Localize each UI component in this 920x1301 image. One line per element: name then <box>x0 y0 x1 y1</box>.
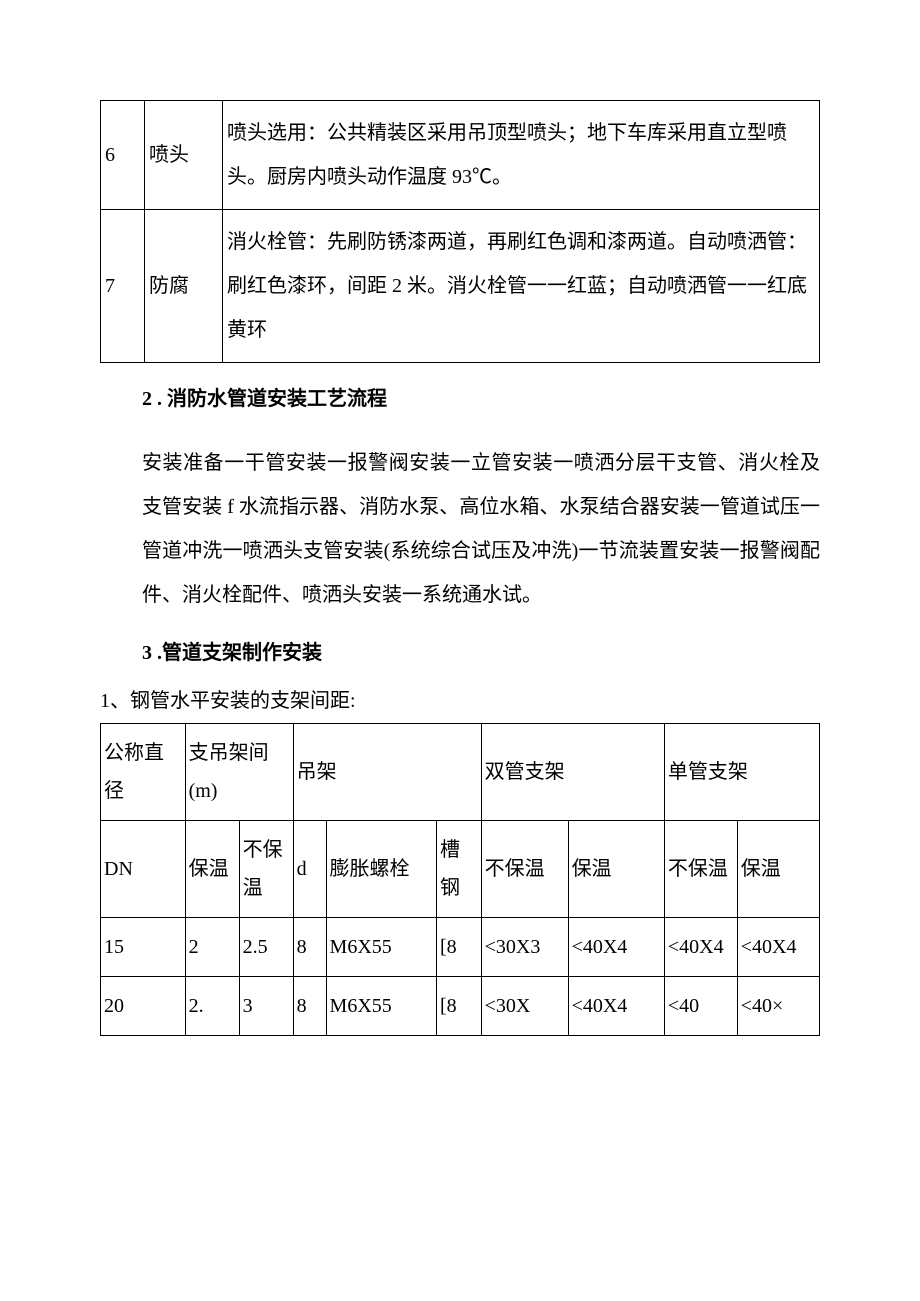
cell: M6X55 <box>326 918 436 977</box>
cell: 8 <box>293 918 326 977</box>
cell-num: 6 <box>101 101 145 210</box>
header-cell: 保温 <box>737 821 819 918</box>
cell: 8 <box>293 977 326 1036</box>
table-row: 15 2 2.5 8 M6X55 [8 <30X3 <40X4 <40X4 <4… <box>101 918 820 977</box>
table-header-row: 公称直径 支吊架间(m) 吊架 双管支架 单管支架 <box>101 724 820 821</box>
header-cell: 不保温 <box>481 821 568 918</box>
cell: <30X <box>481 977 568 1036</box>
document-page: 6 喷头 喷头选用：公共精装区采用吊顶型喷头；地下车库采用直立型喷头。厨房内喷头… <box>0 0 920 1076</box>
cell: <40X4 <box>568 918 664 977</box>
cell: 20 <box>101 977 186 1036</box>
heading-text: 2 . 消防水管道安装工艺流程 <box>142 388 387 410</box>
cell: 2 <box>185 918 239 977</box>
cell-num: 7 <box>101 210 145 363</box>
cell-desc: 消火栓管：先刷防锈漆两道，再刷红色调和漆两道。自动喷洒管：刷红色漆环，间距 2 … <box>223 210 820 363</box>
table-row: 20 2. 3 8 M6X55 [8 <30X <40X4 <40 <40× <box>101 977 820 1036</box>
cell: [8 <box>436 918 481 977</box>
header-cell: 支吊架间(m) <box>185 724 293 821</box>
header-cell: 保温 <box>185 821 239 918</box>
cell: <40 <box>664 977 737 1036</box>
section-3-heading: 3 .管道支架制作安装 <box>100 631 820 675</box>
header-cell: 不保温 <box>239 821 293 918</box>
table-row: 7 防腐 消火栓管：先刷防锈漆两道，再刷红色调和漆两道。自动喷洒管：刷红色漆环，… <box>101 210 820 363</box>
cell-name: 喷头 <box>145 101 223 210</box>
cell: <30X3 <box>481 918 568 977</box>
cell: <40X4 <box>568 977 664 1036</box>
header-cell: 膨胀螺栓 <box>326 821 436 918</box>
cell: <40X4 <box>737 918 819 977</box>
section-2-body: 安装准备一干管安装一报警阀安装一立管安装一喷洒分层干支管、消火栓及支管安装 f … <box>100 441 820 617</box>
table-header-row: DN 保温 不保温 d 膨胀螺栓 槽钢 不保温 保温 不保温 保温 <box>101 821 820 918</box>
header-cell: 不保温 <box>664 821 737 918</box>
header-cell: d <box>293 821 326 918</box>
cell: 15 <box>101 918 186 977</box>
table-row: 6 喷头 喷头选用：公共精装区采用吊顶型喷头；地下车库采用直立型喷头。厨房内喷头… <box>101 101 820 210</box>
table2-intro: 1、钢管水平安装的支架间距: <box>100 681 820 721</box>
cell-name: 防腐 <box>145 210 223 363</box>
header-cell: 吊架 <box>293 724 481 821</box>
cell-desc: 喷头选用：公共精装区采用吊顶型喷头；地下车库采用直立型喷头。厨房内喷头动作温度 … <box>223 101 820 210</box>
spec-table: 6 喷头 喷头选用：公共精装区采用吊顶型喷头；地下车库采用直立型喷头。厨房内喷头… <box>100 100 820 363</box>
cell: M6X55 <box>326 977 436 1036</box>
header-cell: 保温 <box>568 821 664 918</box>
bracket-spacing-table: 公称直径 支吊架间(m) 吊架 双管支架 单管支架 DN 保温 不保温 d 膨胀… <box>100 723 820 1036</box>
cell: [8 <box>436 977 481 1036</box>
header-cell: 槽钢 <box>436 821 481 918</box>
header-cell: 单管支架 <box>664 724 819 821</box>
cell: 2.5 <box>239 918 293 977</box>
cell: <40X4 <box>664 918 737 977</box>
cell: 3 <box>239 977 293 1036</box>
section-2-heading: 2 . 消防水管道安装工艺流程 <box>100 377 820 421</box>
header-cell: 公称直径 <box>101 724 186 821</box>
cell: 2. <box>185 977 239 1036</box>
cell: <40× <box>737 977 819 1036</box>
header-cell: DN <box>101 821 186 918</box>
header-cell: 双管支架 <box>481 724 664 821</box>
heading-text: 3 .管道支架制作安装 <box>142 642 322 664</box>
